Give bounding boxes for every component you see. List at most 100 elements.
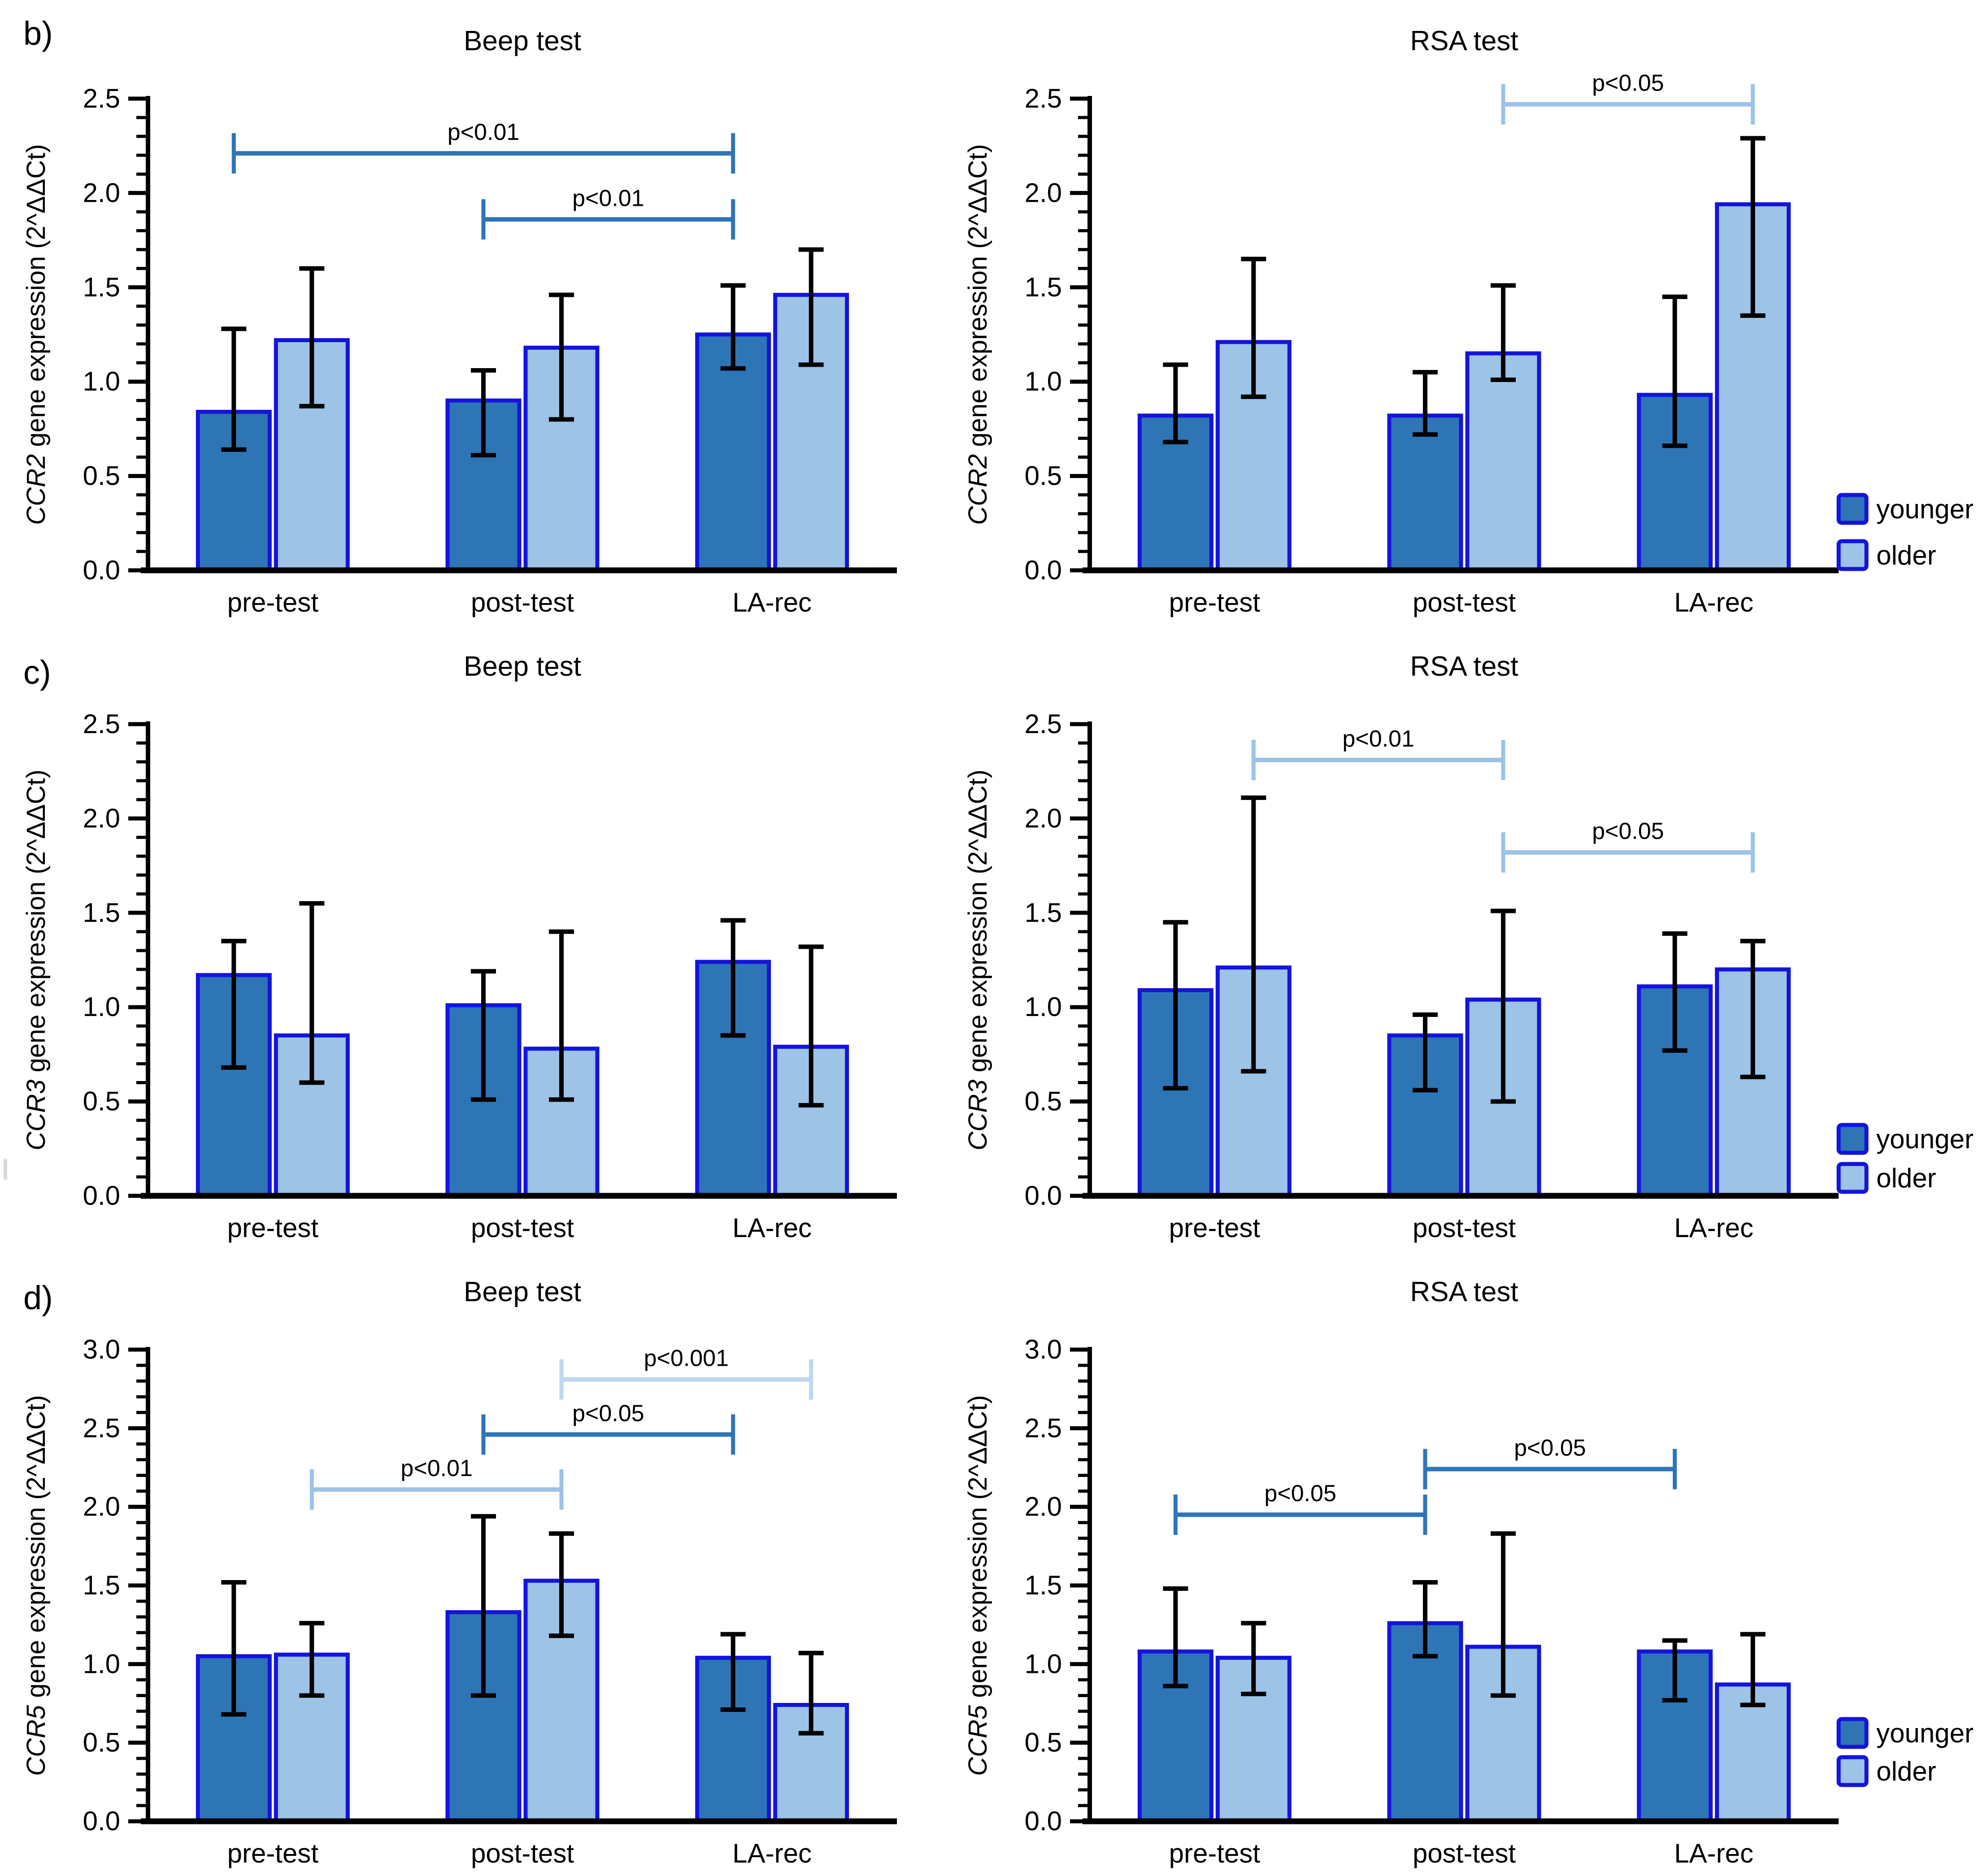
y-tick-label: 3.0 — [83, 1334, 120, 1364]
error-bar-younger-LA-rec — [1662, 294, 1688, 448]
error-bar-younger-LA-rec — [1662, 931, 1688, 1053]
y-tick-label: 1.0 — [1025, 366, 1062, 396]
bar-older-post-test — [1465, 351, 1541, 573]
error-bar-older-LA-rec — [1740, 1632, 1766, 1707]
error-bar-older-post-test — [549, 929, 574, 1102]
significance-bracket-1: p<0.05 — [1423, 1435, 1677, 1490]
legend-label-older: older — [1876, 1163, 1936, 1193]
y-tick-label: 2.0 — [83, 803, 120, 833]
error-bar-older-LA-rec — [798, 944, 824, 1108]
panel-d: d) Beep test CCR5 gene expression (2^ΔΔCt… — [0, 1251, 1979, 1876]
error-bar-older-pre-test — [1241, 256, 1266, 399]
legend-label-younger: younger — [1876, 1718, 1974, 1748]
error-bar-younger-post-test — [1413, 370, 1438, 437]
legend-swatch-younger — [1836, 1123, 1869, 1155]
x-category-label-post-test: post-test — [1413, 1213, 1516, 1243]
error-bar-younger-post-test — [471, 368, 496, 458]
error-bar-older-LA-rec — [798, 247, 824, 367]
bar-older-LA-rec — [1715, 1682, 1791, 1824]
x-category-label-LA-rec: LA-rec — [1674, 587, 1753, 617]
chart-title: RSA test — [1410, 651, 1518, 682]
y-tick-label: 0.0 — [1025, 555, 1062, 585]
panel-letter-b: b) — [23, 15, 53, 52]
bracket-p-label: p<0.001 — [644, 1346, 729, 1372]
error-bar-younger-LA-rec — [720, 283, 746, 371]
error-bar-older-LA-rec — [1740, 136, 1766, 318]
y-tick-label: 0.0 — [1025, 1806, 1062, 1836]
x-category-label-pre-test: pre-test — [227, 1213, 319, 1243]
bar-younger-LA-rec — [695, 332, 771, 573]
x-category-label-post-test: post-test — [471, 1838, 574, 1868]
c-beep-svg: Beep test CCR3 gene expression (2^ΔΔCt) 0.… — [22, 651, 897, 1243]
y-tick-label: 1.5 — [1025, 272, 1062, 302]
error-bar-younger-post-test — [1413, 1012, 1438, 1093]
y-tick-label: 2.5 — [83, 709, 120, 739]
panel-b: b) Beep test CCR2 gene expression (2^ΔΔCt… — [0, 0, 1979, 625]
y-tick-label: 1.5 — [1025, 1570, 1062, 1600]
panel-letter-d: d) — [23, 1279, 53, 1316]
error-bar-older-pre-test — [1241, 1621, 1266, 1696]
significance-bracket-0: p<0.05 — [1501, 70, 1755, 125]
y-tick-label: 0.0 — [83, 1181, 120, 1211]
y-tick-label: 1.0 — [1025, 1649, 1062, 1679]
bracket-p-label: p<0.01 — [572, 185, 644, 211]
legend-entry-older: older — [1836, 1755, 1936, 1787]
legend-swatch-younger — [1836, 493, 1869, 525]
error-bar-younger-post-test — [1413, 1580, 1438, 1659]
bracket-p-label: p<0.05 — [1592, 818, 1664, 844]
error-bar-younger-post-test — [471, 1514, 496, 1698]
legend-label-older: older — [1876, 540, 1936, 570]
legend-label-younger: younger — [1876, 494, 1974, 524]
b-rsa-svg: RSA test CCR2 gene expression (2^ΔΔCt) p<0… — [963, 26, 1974, 617]
legend-swatch-older — [1836, 539, 1869, 571]
chart-title: Beep test — [464, 651, 581, 682]
c-rsa-svg: RSA test CCR3 gene expression (2^ΔΔCt) p<0… — [963, 651, 1974, 1243]
error-bar-older-post-test — [1491, 908, 1516, 1104]
chart-title: RSA test — [1410, 26, 1518, 56]
b-beep-svg: Beep test CCR2 gene expression (2^ΔΔCt) p<… — [22, 26, 897, 617]
error-bar-older-LA-rec — [1740, 938, 1766, 1079]
significance-bracket-2: p<0.001 — [559, 1346, 813, 1400]
legend-entry-younger: younger — [1836, 493, 1974, 525]
panel-c: c) Beep test CCR3 gene expression (2^ΔΔCt… — [0, 625, 1979, 1251]
error-bar-older-pre-test — [299, 266, 325, 408]
error-bar-older-post-test — [549, 292, 574, 422]
y-tick-label: 1.5 — [83, 898, 120, 928]
legend-entry-older: older — [1836, 539, 1936, 571]
significance-bracket-0: p<0.05 — [1173, 1481, 1427, 1535]
y-tick-label: 0.0 — [83, 1806, 120, 1836]
legend-swatch-older — [1836, 1755, 1869, 1787]
y-tick-label: 2.0 — [1025, 178, 1062, 208]
chart-title: Beep test — [464, 26, 581, 56]
y-tick-label: 2.5 — [1025, 709, 1062, 739]
error-bar-older-LA-rec — [798, 1650, 824, 1736]
x-category-label-pre-test: pre-test — [227, 1838, 319, 1868]
y-axis-title: CCR3 gene expression (2^ΔΔCt) — [22, 769, 51, 1150]
x-category-label-pre-test: pre-test — [1169, 587, 1261, 617]
chart-ccr3-beep-test: Beep test CCR3 gene expression (2^ΔΔCt) 0.… — [0, 625, 942, 1251]
x-category-label-LA-rec: LA-rec — [1674, 1838, 1753, 1868]
error-bar-older-pre-test — [299, 901, 325, 1085]
y-tick-label: 0.5 — [83, 461, 120, 491]
x-category-label-pre-test: pre-test — [1169, 1838, 1261, 1868]
error-bar-younger-pre-test — [1163, 920, 1188, 1091]
chart-title: RSA test — [1410, 1277, 1518, 1307]
y-tick-label: 0.5 — [1025, 461, 1062, 491]
y-tick-label: 1.5 — [1025, 898, 1062, 928]
y-tick-label: 2.0 — [1025, 803, 1062, 833]
y-tick-label: 2.5 — [83, 83, 120, 113]
x-category-label-post-test: post-test — [1413, 1838, 1516, 1868]
chart-ccr5-beep-test: Beep test CCR5 gene expression (2^ΔΔCt) p<… — [0, 1251, 942, 1876]
y-tick-label: 1.0 — [83, 992, 120, 1022]
error-bar-younger-pre-test — [221, 1580, 247, 1717]
x-category-label-LA-rec: LA-rec — [1674, 1213, 1753, 1243]
chart-ccr3-rsa-test: RSA test CCR3 gene expression (2^ΔΔCt) p<0… — [942, 625, 1979, 1251]
bar-younger-post-test — [1387, 413, 1463, 573]
error-bar-younger-post-test — [471, 969, 496, 1102]
error-bar-older-post-test — [1491, 1531, 1516, 1698]
x-category-label-LA-rec: LA-rec — [732, 1838, 812, 1868]
legend-swatch-older — [1836, 1162, 1869, 1194]
significance-bracket-1: p<0.05 — [1501, 818, 1755, 873]
chart-ccr2-rsa-test: RSA test CCR2 gene expression (2^ΔΔCt) p<0… — [942, 0, 1979, 625]
